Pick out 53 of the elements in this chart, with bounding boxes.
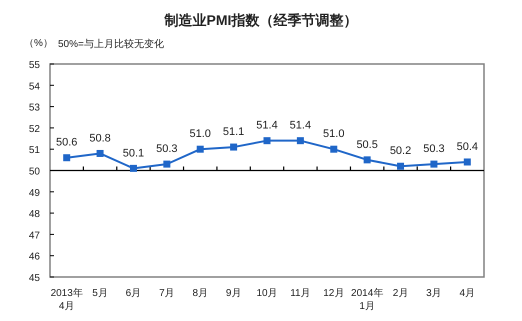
y-tick-label: 50 — [28, 166, 40, 178]
x-tick-label: 3月 — [426, 288, 442, 299]
text: 50.3 — [156, 143, 178, 156]
x-tick-label: 7月 — [159, 288, 175, 299]
x-tick-label: 4月 — [460, 288, 476, 299]
text: 50.8 — [89, 132, 111, 144]
point — [296, 137, 304, 144]
point — [364, 156, 371, 164]
point — [130, 164, 137, 172]
point — [264, 137, 270, 144]
point — [330, 146, 338, 153]
x-tick-label: 12月 — [323, 288, 344, 299]
chart-title: 制造业PMI指数（经季节调整） — [164, 12, 358, 28]
y-axis-title: （%） — [24, 38, 53, 49]
x-tick-label: 2月 — [392, 288, 408, 299]
text: 50.2 — [390, 145, 412, 158]
y-tick-label: 45 — [28, 273, 40, 284]
y-tick-label: 48 — [28, 209, 40, 220]
point — [196, 146, 204, 153]
point — [96, 150, 104, 157]
point — [430, 160, 438, 168]
point — [397, 162, 404, 170]
text: 51.1 — [222, 126, 244, 138]
text: 50.5 — [356, 138, 378, 151]
point — [163, 160, 170, 168]
y-tick-label: 47 — [28, 230, 40, 242]
x-tick-label: 11月 — [290, 288, 311, 299]
x-tick-label: 6月 — [126, 288, 142, 299]
x-tick-label: 2013年 4月 — [50, 287, 83, 312]
text: 50.6 — [56, 136, 78, 149]
text: 50%=与上月比较无变化 — [58, 38, 164, 50]
text: 50.3 — [423, 143, 445, 156]
x-tick-label: 8月 — [192, 288, 208, 299]
y-tick-label: 46 — [28, 252, 40, 263]
y-tick-label: 55 — [28, 60, 40, 71]
x-tick-label: 5月 — [92, 288, 108, 299]
text: 51.4 — [256, 120, 278, 132]
text: 51.0 — [190, 128, 211, 140]
x-tick-label: 2014年 1月 — [351, 287, 384, 312]
y-tick-label: 54 — [28, 81, 40, 92]
y-tick-label: 51 — [28, 145, 40, 156]
point — [63, 154, 70, 162]
y-tick-label: 52 — [28, 124, 40, 135]
point — [464, 158, 471, 166]
text: 50.1 — [122, 147, 144, 160]
y-tick-label: 53 — [28, 102, 40, 114]
x-tick-label: 10月 — [256, 288, 278, 299]
y-tick-label: 49 — [28, 188, 40, 199]
x-tick-label: 9月 — [226, 288, 242, 299]
point — [230, 144, 238, 151]
text: 51.4 — [290, 120, 312, 132]
text: 51.0 — [323, 128, 344, 140]
text: 50.4 — [456, 140, 478, 153]
